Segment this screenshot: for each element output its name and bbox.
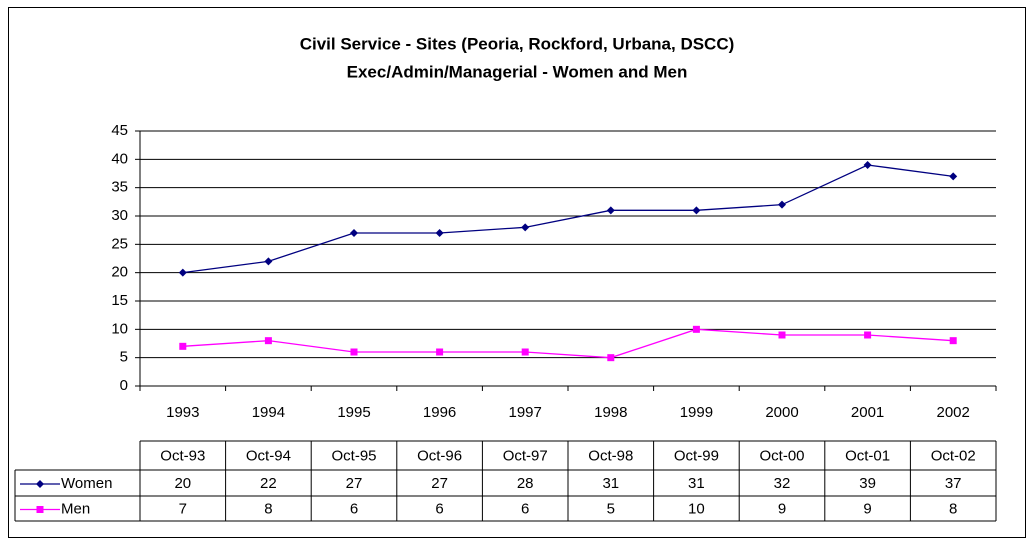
- legend-label: Women: [61, 475, 112, 492]
- point: [264, 337, 272, 345]
- chart-subtitle: Exec/Admin/Managerial - Women and Men: [347, 62, 688, 81]
- point: [607, 354, 615, 362]
- x-tick-label: 2000: [765, 404, 798, 421]
- point: [692, 206, 701, 215]
- x-tick-label: 1996: [423, 404, 456, 421]
- legend-marker: [36, 506, 44, 513]
- point: [778, 200, 786, 209]
- table-value: 6: [350, 500, 358, 517]
- legend-label: Men: [61, 500, 90, 517]
- x-tick-label: 1997: [509, 404, 542, 421]
- table-value: 39: [859, 475, 876, 492]
- y-tick-label: 40: [111, 150, 128, 167]
- point: [606, 206, 615, 215]
- point: [863, 161, 872, 169]
- table-header: Oct-93: [160, 447, 205, 464]
- table-value: 27: [431, 475, 448, 492]
- table-header: Oct-99: [674, 447, 719, 464]
- table-value: 8: [949, 500, 957, 517]
- table-header: Oct-00: [759, 447, 804, 464]
- table-value: 20: [174, 475, 191, 492]
- table-value: 27: [346, 475, 363, 492]
- table-header: Oct-95: [331, 447, 376, 464]
- y-tick-label: 45: [111, 122, 128, 139]
- table-value: 7: [179, 500, 187, 517]
- x-tick-label: 1995: [337, 404, 370, 421]
- table-header: Oct-96: [417, 447, 462, 464]
- point: [521, 348, 529, 356]
- y-tick-label: 10: [111, 320, 128, 337]
- series-line: [182, 328, 954, 359]
- table-header: Oct-02: [931, 447, 976, 464]
- x-tick-label: 1999: [680, 404, 713, 421]
- table-value: 5: [607, 500, 615, 517]
- point: [179, 342, 187, 350]
- y-tick-label: 20: [111, 264, 128, 281]
- table-value: 9: [863, 500, 871, 517]
- point: [435, 229, 444, 237]
- y-tick-label: 30: [111, 207, 128, 224]
- table-value: 6: [435, 500, 443, 517]
- point: [436, 348, 444, 356]
- table-header: Oct-97: [503, 447, 548, 464]
- table-value: 31: [688, 475, 705, 492]
- table-value: 22: [260, 475, 277, 492]
- table-value: 37: [945, 475, 962, 492]
- table-header: Oct-94: [246, 447, 291, 464]
- x-tick-label: 2001: [851, 404, 884, 421]
- x-tick-label: 1993: [166, 404, 199, 421]
- point: [778, 331, 786, 339]
- table-header: Oct-01: [845, 447, 890, 464]
- x-tick-label: 2002: [937, 404, 970, 421]
- point: [350, 229, 358, 237]
- point: [949, 172, 958, 181]
- y-tick-label: 35: [111, 179, 128, 196]
- point: [264, 257, 273, 266]
- table-value: 28: [517, 475, 534, 492]
- table-value: 6: [521, 500, 529, 517]
- point: [692, 325, 700, 333]
- y-tick-label: 25: [111, 235, 128, 252]
- point: [178, 268, 187, 277]
- y-tick-label: 15: [111, 292, 128, 309]
- point: [350, 348, 358, 356]
- series-line: [182, 164, 954, 274]
- table-header: Oct-98: [588, 447, 633, 464]
- table-value: 8: [264, 500, 272, 517]
- y-tick-label: 0: [120, 377, 128, 394]
- table-value: 31: [602, 475, 619, 492]
- point: [521, 223, 530, 232]
- point: [949, 337, 957, 345]
- legend-marker: [36, 480, 44, 488]
- point: [864, 331, 872, 339]
- x-tick-label: 1994: [252, 404, 285, 421]
- x-tick-label: 1998: [594, 404, 627, 421]
- table-value: 9: [778, 500, 786, 517]
- table-value: 32: [774, 475, 791, 492]
- chart-title: Civil Service - Sites (Peoria, Rockford,…: [300, 34, 735, 53]
- y-tick-label: 5: [120, 349, 128, 366]
- table-value: 10: [688, 500, 705, 517]
